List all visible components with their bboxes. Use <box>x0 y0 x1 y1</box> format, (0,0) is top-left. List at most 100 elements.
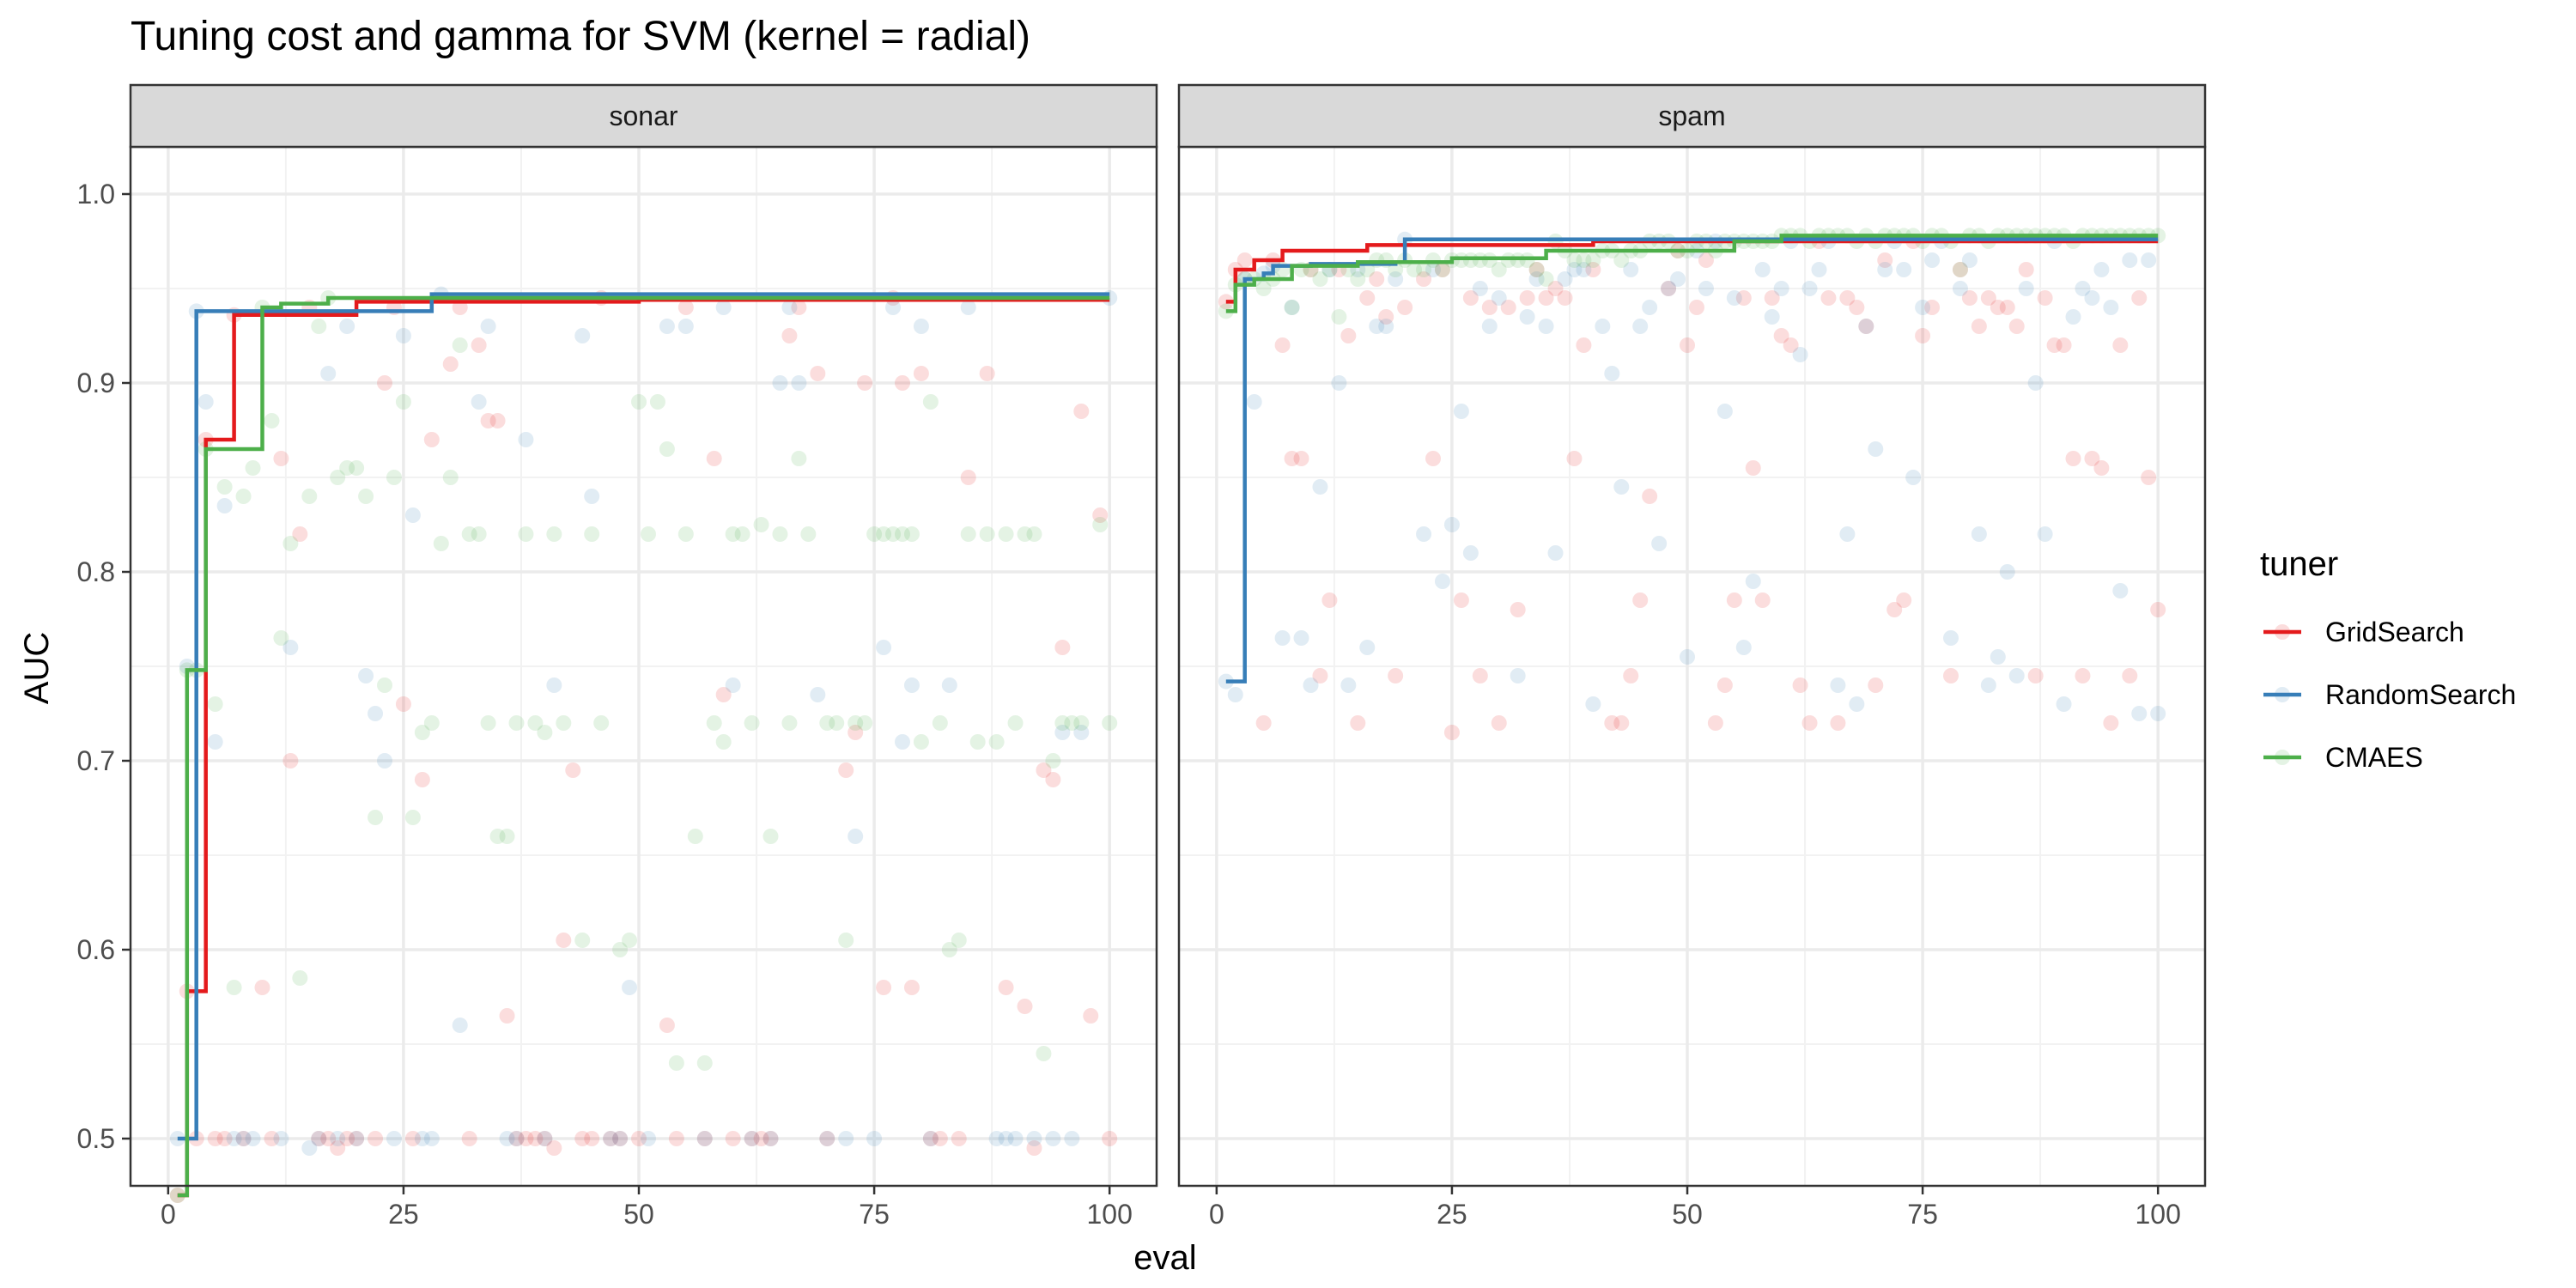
legend-entry-randomsearch: RandomSearch <box>2260 669 2516 720</box>
point-randomsearch <box>1528 271 1545 287</box>
point-cmaes <box>433 536 449 551</box>
point-randomsearch <box>2027 375 2044 391</box>
point-randomsearch <box>1877 262 1893 277</box>
point-gridsearch <box>2112 337 2129 353</box>
point-gridsearch <box>1680 337 1696 353</box>
point-randomsearch <box>1642 300 1658 315</box>
point-cmaes <box>960 526 976 542</box>
point-gridsearch <box>1453 592 1469 608</box>
point-gridsearch <box>1045 772 1061 787</box>
point-randomsearch <box>1726 290 1742 306</box>
point-gridsearch <box>903 980 920 995</box>
point-cmaes <box>668 1055 684 1071</box>
point-gridsearch <box>677 300 694 315</box>
point-gridsearch <box>1491 715 1507 731</box>
point-cmaes <box>922 394 939 410</box>
point-gridsearch <box>377 375 393 391</box>
point-gridsearch <box>2084 451 2100 466</box>
point-cmaes <box>556 715 572 731</box>
point-gridsearch <box>565 762 581 778</box>
point-randomsearch <box>471 394 487 410</box>
point-gridsearch <box>1026 1140 1042 1156</box>
point-gridsearch <box>668 1131 684 1146</box>
point-cmaes <box>480 715 496 731</box>
point-cmaes <box>404 810 421 825</box>
point-cmaes <box>1416 262 1432 277</box>
point-cmaes <box>593 715 610 731</box>
point-gridsearch <box>1340 328 1357 343</box>
point-randomsearch <box>2141 252 2157 268</box>
lines-sonar <box>177 292 1110 1198</box>
point-gridsearch <box>659 1018 675 1033</box>
point-cmaes <box>311 319 327 334</box>
point-cmaes <box>226 980 242 995</box>
point-cmaes <box>1284 300 1300 315</box>
point-cmaes <box>574 933 591 948</box>
point-randomsearch <box>791 375 807 391</box>
point-cmaes <box>1017 526 1033 542</box>
point-cmaes <box>659 441 675 457</box>
point-randomsearch <box>903 677 920 693</box>
point-cmaes <box>207 696 223 712</box>
x-tick-label: 75 <box>859 1199 890 1230</box>
point-randomsearch <box>537 1131 553 1146</box>
point-randomsearch <box>1481 319 1498 334</box>
point-gridsearch <box>1716 677 1733 693</box>
point-randomsearch <box>2065 309 2081 325</box>
point-cmaes <box>1576 252 1592 268</box>
point-randomsearch <box>1961 252 1978 268</box>
point-gridsearch <box>1557 290 1573 306</box>
chart-title: Tuning cost and gamma for SVM (kernel = … <box>131 14 1030 59</box>
point-gridsearch <box>1961 290 1978 306</box>
point-gridsearch <box>1688 300 1704 315</box>
y-tick-label: 0.6 <box>77 934 115 965</box>
point-randomsearch <box>772 375 788 391</box>
point-randomsearch <box>1007 1131 1024 1146</box>
point-cmaes <box>1312 271 1328 287</box>
point-gridsearch <box>1576 337 1592 353</box>
point-gridsearch <box>1321 592 1338 608</box>
point-cmaes <box>292 970 308 986</box>
y-axis-title: AUC <box>18 632 56 704</box>
point-randomsearch <box>612 1131 629 1146</box>
y-tick-label: 0.7 <box>77 745 115 776</box>
point-randomsearch <box>1340 677 1357 693</box>
point-gridsearch <box>1350 715 1366 731</box>
point-gridsearch <box>2150 602 2166 617</box>
strip-label: sonar <box>609 100 677 131</box>
point-cmaes <box>452 337 468 353</box>
point-gridsearch <box>848 725 864 740</box>
x-tick-label: 0 <box>1209 1199 1224 1230</box>
point-gridsearch <box>461 1131 477 1146</box>
point-gridsearch <box>1764 290 1780 306</box>
point-randomsearch <box>677 319 694 334</box>
point-gridsearch <box>998 980 1014 995</box>
point-gridsearch <box>1528 262 1545 277</box>
point-randomsearch <box>1557 271 1573 287</box>
point-randomsearch <box>1576 262 1592 277</box>
point-randomsearch <box>1604 366 1620 381</box>
point-randomsearch <box>452 1018 468 1033</box>
point-gridsearch <box>894 375 910 391</box>
point-gridsearch <box>1102 1131 1118 1146</box>
point-gridsearch <box>631 1131 647 1146</box>
point-randomsearch <box>414 1131 430 1146</box>
point-randomsearch <box>1425 262 1442 277</box>
point-randomsearch <box>301 1140 318 1156</box>
point-randomsearch <box>1538 319 1554 334</box>
point-cmaes <box>677 526 694 542</box>
point-gridsearch <box>932 1131 948 1146</box>
point-cmaes <box>1491 262 1507 277</box>
point-gridsearch <box>1783 337 1799 353</box>
point-randomsearch <box>395 328 411 343</box>
point-cmaes <box>1613 252 1630 268</box>
point-randomsearch <box>622 980 638 995</box>
point-cmaes <box>527 715 544 731</box>
point-gridsearch <box>2046 337 2063 353</box>
point-randomsearch <box>1595 319 1611 334</box>
point-cmaes <box>273 630 289 646</box>
point-gridsearch <box>1632 592 1649 608</box>
point-gridsearch <box>1858 319 1874 334</box>
point-randomsearch <box>2084 290 2100 306</box>
point-gridsearch <box>1849 300 1865 315</box>
